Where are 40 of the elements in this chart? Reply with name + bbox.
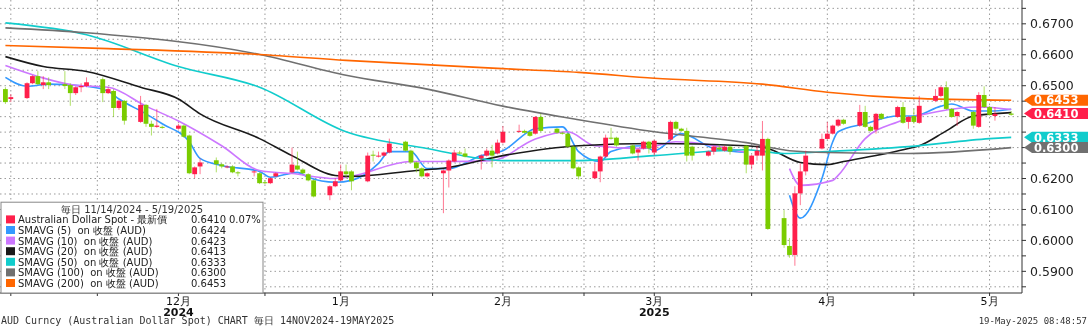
y-tick-label: 0.6500 bbox=[1030, 78, 1074, 94]
y-tick-label: 0.6700 bbox=[1030, 16, 1074, 32]
annotation: 0.6453 bbox=[1034, 93, 1079, 108]
legend-title: 毎日 11/14/2024 - 5/19/2025 bbox=[60, 203, 204, 215]
annotation: 0.6300 bbox=[191, 267, 226, 279]
annotation: 0.6410 bbox=[191, 214, 226, 226]
annotation: 0.6424 bbox=[191, 225, 226, 236]
annotation: 0.07% bbox=[229, 214, 261, 226]
line-series bbox=[4, 44, 1012, 102]
annotation: 0.6410 bbox=[1034, 106, 1079, 121]
candlestick bbox=[954, 110, 960, 127]
y-tick-label: 0.6600 bbox=[1030, 47, 1074, 63]
annotation: 0.6453 bbox=[191, 278, 226, 289]
annotation: 0.6333 bbox=[191, 256, 226, 268]
x-tick-label: 1月 bbox=[331, 295, 350, 308]
x-tick-label: 3月 2025 bbox=[638, 295, 670, 319]
legend-label: SMAVG (10) on 收盤 (AUD) bbox=[18, 235, 153, 247]
candlestick bbox=[224, 164, 230, 169]
x-tick-label: 5月 bbox=[980, 295, 999, 308]
legend-label: Australian Dollar Spot - 最新價 bbox=[18, 214, 168, 226]
x-tick-label: 2月 bbox=[493, 295, 512, 308]
legend-label: SMAVG (50) on 收盤 (AUD) bbox=[18, 256, 153, 268]
text: 19-May-2025 08:48:57 bbox=[978, 316, 1087, 326]
candlestick bbox=[370, 150, 376, 163]
y-tick-label: 0.6100 bbox=[1030, 201, 1074, 217]
y-tick-label: 0.6000 bbox=[1030, 232, 1074, 248]
annotation: 0.6413 bbox=[191, 246, 226, 258]
legend-label: SMAVG (100) on 收盤 (AUD) bbox=[18, 267, 159, 279]
candlestick bbox=[516, 124, 522, 134]
candlestick bbox=[635, 148, 641, 162]
x-tick-label: 4月 bbox=[818, 295, 837, 308]
legend-label: SMAVG (20) on 收盤 (AUD) bbox=[18, 246, 153, 258]
y-tick-label: 0.5900 bbox=[1030, 263, 1074, 279]
annotation: 0.6423 bbox=[191, 235, 226, 247]
candlestick bbox=[251, 169, 257, 177]
legend-label: SMAVG (5) on 收盤 (AUD) bbox=[18, 225, 147, 236]
text: AUD Curncy (Australian Dollar Spot) CHART 毎日 14NOV2024-19MAY2025 bbox=[1, 315, 395, 326]
candlestick bbox=[911, 108, 917, 125]
legend-label: SMAVG (200) on 收盤 (AUD) bbox=[18, 278, 159, 289]
y-tick-label: 0.6200 bbox=[1030, 171, 1074, 187]
